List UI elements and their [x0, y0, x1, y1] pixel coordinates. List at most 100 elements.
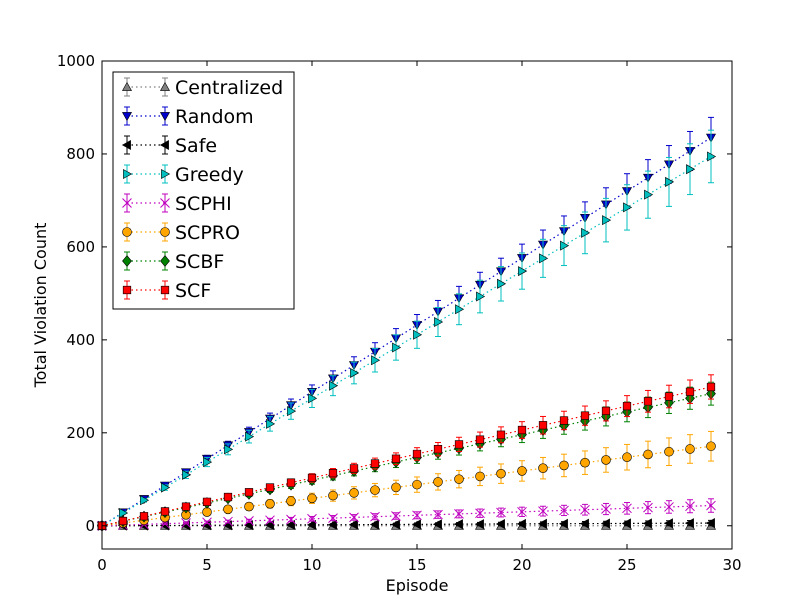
x-tick-label: 5 — [202, 556, 212, 574]
y-tick-label: 400 — [66, 331, 95, 349]
data-point — [454, 440, 464, 449]
legend-marker — [159, 112, 171, 122]
data-point — [622, 503, 632, 514]
legend-marker — [122, 255, 132, 267]
data-point — [307, 473, 317, 483]
data-point — [538, 421, 548, 430]
data-point — [496, 430, 506, 439]
data-point — [202, 507, 212, 517]
data-point — [118, 516, 128, 526]
data-point — [370, 511, 380, 522]
legend-entry-greedy: Greedy — [123, 164, 244, 186]
data-point — [202, 517, 212, 528]
data-point — [685, 501, 695, 512]
data-point — [287, 406, 297, 417]
data-point — [454, 474, 464, 484]
data-point — [202, 497, 212, 506]
data-point — [412, 449, 422, 459]
legend-entry-scf: SCF — [122, 280, 211, 302]
y-tick-label: 600 — [66, 238, 95, 256]
legend-marker — [121, 139, 131, 151]
data-point — [181, 518, 191, 528]
legend-marker — [160, 227, 170, 237]
data-point — [496, 468, 506, 479]
y-tick-label: 800 — [66, 145, 95, 163]
x-axis-label: Episode — [386, 576, 449, 595]
data-point — [516, 518, 526, 529]
data-point — [244, 516, 254, 526]
data-point — [559, 505, 569, 516]
data-point — [642, 518, 652, 529]
data-point — [453, 519, 463, 530]
legend: Centralized Random Safe Greedy SCPHI SCPRO SCB… — [112, 71, 295, 310]
legend-label: SCF — [175, 280, 211, 302]
legend-entry-random: Random — [121, 106, 254, 128]
data-point — [391, 482, 401, 493]
legend-entry-centralized: Centralized — [121, 77, 283, 99]
data-point — [496, 507, 506, 518]
data-point — [686, 164, 696, 175]
data-point — [412, 479, 422, 490]
series-line — [101, 155, 712, 527]
data-point — [349, 464, 359, 473]
data-point — [706, 382, 716, 392]
legend-entry-scphi: SCPHI — [122, 193, 232, 215]
legend-label: SCPHI — [175, 193, 232, 215]
data-point — [602, 215, 612, 226]
data-point — [307, 493, 317, 504]
data-point — [474, 519, 484, 530]
data-point — [285, 519, 295, 530]
data-point — [433, 509, 443, 520]
data-point — [664, 446, 674, 457]
x-tick-label: 15 — [407, 556, 426, 574]
data-point — [581, 227, 591, 238]
x-tick-label: 25 — [617, 556, 636, 574]
data-point — [349, 488, 359, 498]
data-point — [392, 342, 402, 353]
legend-marker — [121, 81, 133, 91]
data-point — [538, 463, 548, 473]
series-line — [101, 137, 712, 527]
legend-marker — [123, 168, 133, 180]
legend-label: Safe — [175, 135, 217, 157]
data-point — [538, 506, 548, 516]
data-point — [622, 401, 632, 411]
data-point — [684, 518, 694, 529]
series-line — [101, 445, 712, 527]
data-point — [600, 518, 610, 529]
data-point — [601, 455, 611, 465]
data-point — [537, 518, 547, 529]
data-point — [685, 387, 695, 396]
x-tick-label: 0 — [97, 556, 107, 574]
data-point — [644, 189, 654, 200]
data-point — [495, 518, 505, 530]
data-point — [161, 482, 171, 493]
series-scf — [97, 374, 716, 530]
series-scphi — [97, 498, 716, 531]
y-tick-label: 1000 — [57, 52, 95, 70]
data-point — [579, 518, 589, 529]
data-point — [643, 502, 653, 513]
legend-marker — [161, 168, 171, 180]
legend-marker — [122, 285, 132, 295]
data-point — [265, 483, 275, 492]
data-point — [517, 425, 527, 435]
data-point — [517, 506, 527, 517]
data-point — [475, 508, 485, 519]
data-point — [706, 500, 716, 511]
data-point — [266, 418, 276, 429]
data-point — [244, 501, 254, 512]
data-point — [475, 435, 485, 444]
data-point — [434, 317, 444, 328]
data-point — [224, 444, 234, 455]
data-point — [601, 504, 611, 514]
data-point — [306, 519, 316, 530]
data-point — [455, 304, 465, 315]
data-point — [643, 397, 653, 406]
data-point — [663, 518, 673, 529]
data-point — [580, 504, 590, 515]
data-point — [327, 519, 337, 530]
data-point — [475, 471, 485, 482]
data-point — [244, 488, 254, 497]
